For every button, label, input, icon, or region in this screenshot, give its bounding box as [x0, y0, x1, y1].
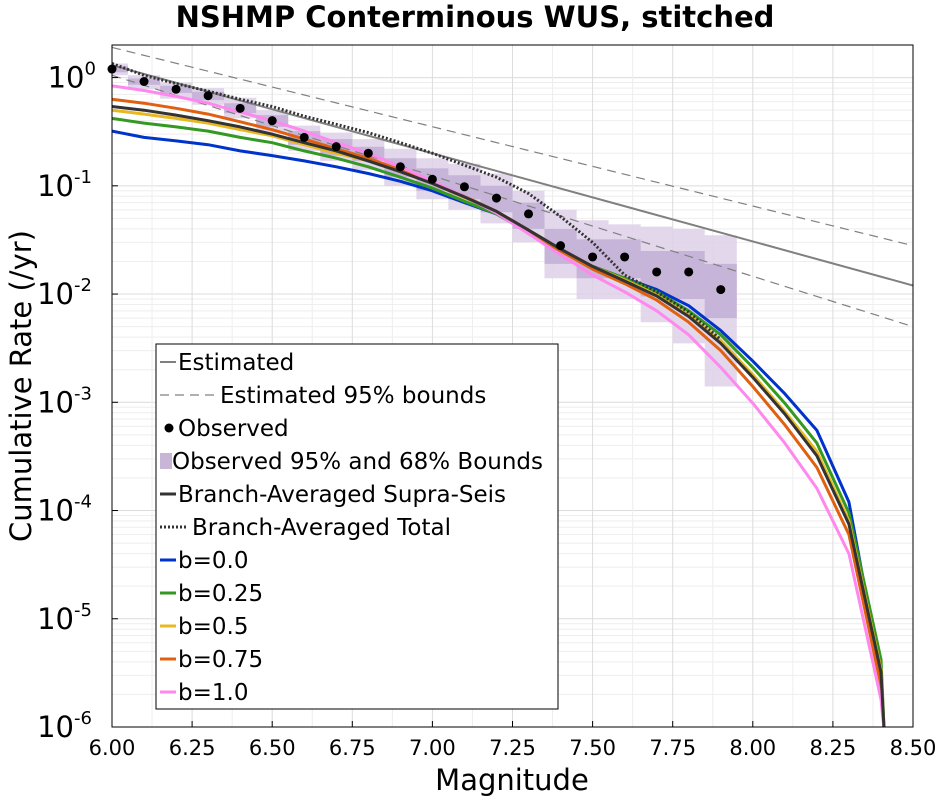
y-tick-label: 10	[37, 710, 74, 744]
x-tick-label: 6.00	[89, 736, 136, 760]
series-line-branch-averaged-supra-seis	[112, 105, 886, 727]
y-tick-label: 10	[37, 277, 74, 311]
observed-point	[459, 182, 469, 192]
observed-point	[588, 252, 598, 262]
series-lines	[112, 46, 913, 727]
observed-point	[139, 77, 149, 87]
legend-label: b=0.75	[178, 647, 263, 673]
observed-point	[716, 285, 726, 295]
observed-point	[556, 241, 566, 251]
legend-item: Estimated	[160, 350, 294, 376]
legend-item: Observed	[164, 416, 289, 442]
x-tick-label: 7.50	[569, 736, 616, 760]
y-tick-exponent: 0	[85, 59, 96, 80]
estimated-line	[112, 64, 913, 287]
observed-point	[427, 174, 437, 184]
x-tick-label: 6.50	[249, 736, 296, 760]
legend-swatch	[164, 423, 174, 433]
observed-point	[620, 252, 630, 262]
x-tick-label: 6.25	[169, 736, 216, 760]
y-tick-label: 10	[37, 494, 74, 528]
x-tick-label: 6.75	[329, 736, 376, 760]
legend-label: Observed 95% and 68% Bounds	[172, 449, 543, 475]
observed-point	[491, 193, 501, 203]
observed-point	[652, 267, 662, 277]
legend-item: b=0.25	[160, 581, 263, 607]
legend-label: b=0.0	[178, 548, 248, 574]
y-tick-label: 10	[37, 169, 74, 203]
y-tick-exponent: -1	[74, 167, 92, 188]
y-tick-label: 10	[37, 385, 74, 419]
series-line-b-1-0	[112, 84, 886, 727]
estimated-bound-line	[112, 74, 913, 328]
series-line-branch-averaged-total	[112, 62, 722, 341]
legend-item: b=1.0	[160, 680, 248, 706]
legend-label: Observed	[178, 416, 289, 442]
y-axis-label: Cumulative Rate (/yr)	[4, 230, 38, 542]
legend-item: b=0.75	[160, 647, 263, 673]
estimated-bound-line	[112, 46, 913, 247]
legend-item: Observed 95% and 68% Bounds	[160, 449, 543, 475]
x-tick-label: 7.25	[489, 736, 536, 760]
legend-label: Branch-Averaged Supra-Seis	[178, 482, 506, 508]
observed-point	[331, 142, 341, 152]
observed-point	[363, 148, 373, 158]
legend-label: b=1.0	[178, 680, 248, 706]
x-tick-label: 8.50	[890, 736, 937, 760]
legend-item: Branch-Averaged Total	[160, 515, 451, 541]
legend-label: Estimated 95% bounds	[220, 383, 486, 409]
x-tick-label: 7.00	[409, 736, 456, 760]
x-tick-label: 7.75	[649, 736, 696, 760]
y-tick-exponent: -4	[74, 492, 92, 513]
legend-item: b=0.5	[160, 614, 248, 640]
observed-point	[235, 103, 245, 113]
x-tick-label: 8.25	[810, 736, 857, 760]
observed-point	[267, 116, 277, 126]
y-tick-exponent: -5	[74, 600, 92, 621]
observed-point	[524, 209, 534, 219]
observed-point	[203, 91, 213, 101]
y-tick-label: 10	[48, 61, 85, 95]
legend-label: Estimated	[178, 350, 294, 376]
observed-point	[684, 267, 694, 277]
chart-title: NSHMP Conterminous WUS, stitched	[176, 0, 775, 34]
observed-point	[395, 162, 405, 172]
y-tick-exponent: -6	[74, 708, 92, 729]
x-axis-label: Magnitude	[435, 763, 589, 797]
observed-points	[107, 64, 726, 295]
x-tick-label: 8.00	[729, 736, 776, 760]
y-tick-exponent: -2	[74, 275, 92, 296]
legend: Estimated Estimated 95% bounds Observed Obs…	[155, 343, 559, 710]
legend-label: b=0.25	[178, 581, 263, 607]
legend-item: b=0.0	[160, 548, 248, 574]
legend-item: Estimated 95% bounds	[160, 383, 486, 409]
legend-swatch	[160, 453, 172, 469]
y-tick-exponent: -3	[74, 383, 92, 404]
y-tick-label: 10	[37, 602, 74, 636]
legend-label: Branch-Averaged Total	[192, 515, 451, 541]
legend-label: b=0.5	[178, 614, 248, 640]
legend-item: Branch-Averaged Supra-Seis	[160, 482, 506, 508]
observed-point	[299, 132, 309, 142]
observed-68-band	[112, 66, 737, 319]
observed-point	[171, 84, 181, 94]
legend-box	[155, 343, 559, 710]
x-axis-ticks: 6.00 6.25 6.50 6.75 7.00 7.25 7.50 7.75 8.00 8.25…	[89, 721, 937, 760]
